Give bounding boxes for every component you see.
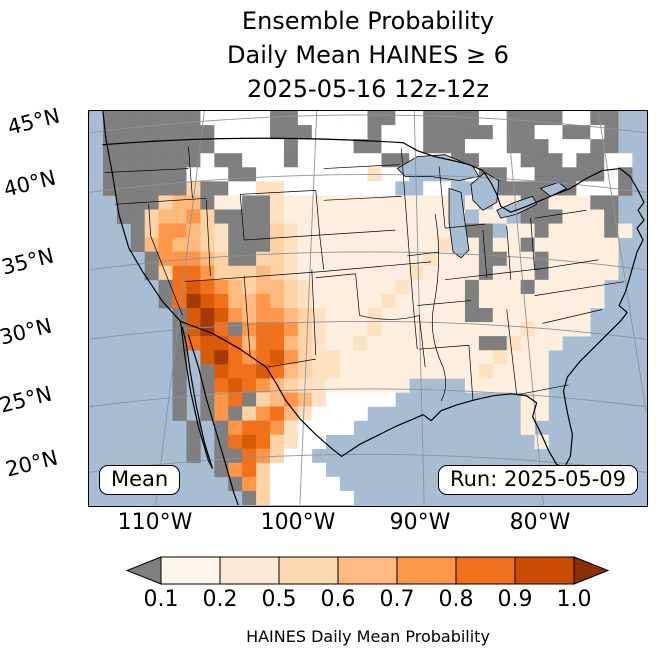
colorbar-tick: 1.0 <box>556 587 592 612</box>
lat-label-35n: 35°N <box>0 243 57 280</box>
great-lakes <box>396 154 568 259</box>
figure-title-line2: Daily Mean HAINES ≥ 6 <box>227 41 509 69</box>
lon-label-110w: 110°W <box>117 510 193 535</box>
colorbar-tick: 0.6 <box>320 587 356 612</box>
graticule-gridlines <box>89 111 646 505</box>
map-svg <box>89 111 646 505</box>
state-borders <box>104 146 625 401</box>
lat-label-25n: 25°N <box>0 381 55 418</box>
lon-label-90w: 90°W <box>389 510 451 535</box>
lat-label-20n: 20°N <box>3 445 61 482</box>
colorbar-tick: 0.1 <box>143 587 179 612</box>
run-label-box: Run: 2025-05-09 <box>437 465 638 495</box>
stat-label-box: Mean <box>99 465 181 495</box>
colorbar-tick: 0.8 <box>438 587 474 612</box>
colorbar-tick: 0.5 <box>261 587 297 612</box>
lat-label-45n: 45°N <box>5 103 63 140</box>
figure-title: Ensemble Probability Daily Mean HAINES ≥… <box>88 4 648 106</box>
lat-label-30n: 30°N <box>0 313 55 350</box>
probability-grid <box>102 111 633 505</box>
figure-title-line1: Ensemble Probability <box>241 7 495 35</box>
map-canvas: Mean Run: 2025-05-09 <box>88 110 648 507</box>
lon-label-80w: 80°W <box>509 510 571 535</box>
colorbar-tick: 0.7 <box>379 587 415 612</box>
figure-title-line3: 2025-05-16 12z-12z <box>246 75 490 103</box>
lon-label-100w: 100°W <box>260 510 336 535</box>
colorbar-svg <box>125 556 610 585</box>
colorbar-tick: 0.2 <box>202 587 238 612</box>
lat-label-40n: 40°N <box>1 165 59 202</box>
coastline <box>102 111 645 505</box>
colorbar: 0.1 0.2 0.5 0.6 0.7 0.8 0.9 1.0 <box>125 556 611 618</box>
colorbar-tick: 0.9 <box>497 587 533 612</box>
colorbar-label: HAINES Daily Mean Probability <box>246 627 490 646</box>
